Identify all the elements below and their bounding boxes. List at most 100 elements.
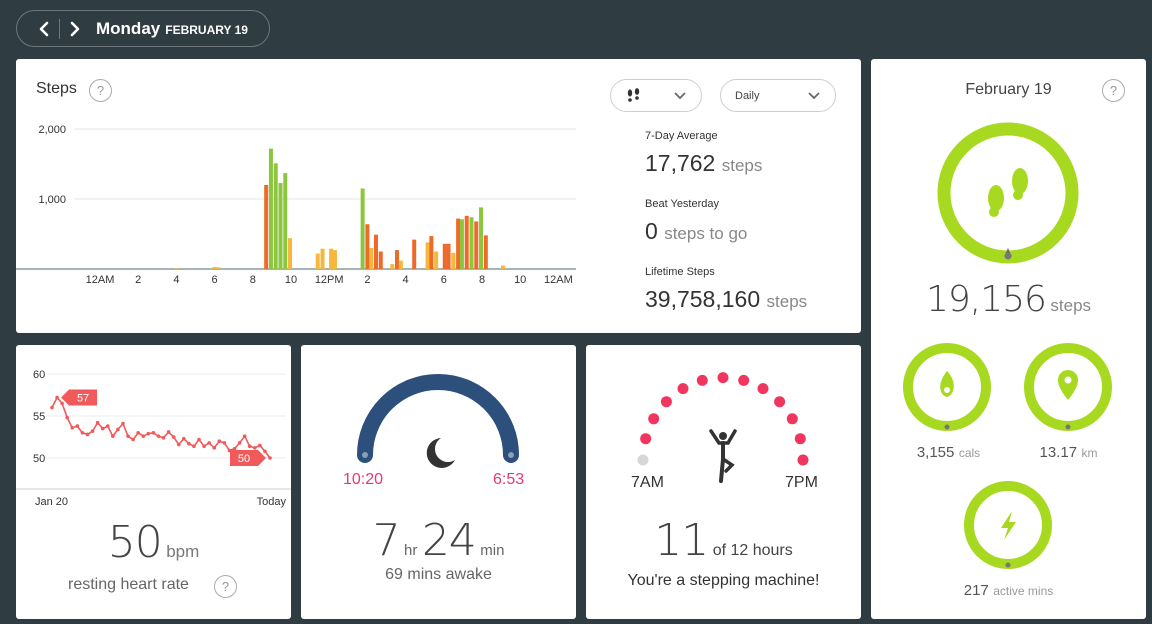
step-bar: [483, 235, 488, 269]
step-bar: [425, 242, 430, 269]
step-bar: [479, 207, 484, 269]
step-bar: [442, 243, 447, 269]
flame-icon: [940, 371, 954, 397]
heart-rate-point: [242, 434, 247, 438]
steps-help-icon[interactable]: ?: [89, 79, 112, 102]
calories-ring: [903, 343, 991, 431]
hourly-end-label: 7PM: [785, 474, 818, 491]
beat-yesterday-label: Beat Yesterday: [645, 198, 720, 210]
calories-value: 3,155: [916, 444, 955, 461]
heart-rate-point: [141, 434, 146, 438]
hourly-start-label: 7AM: [631, 474, 664, 491]
x-tick-label: 2: [364, 274, 370, 286]
bpm-number: 50: [107, 517, 163, 568]
x-tick-label: 12AM: [86, 274, 115, 286]
footsteps-icon: [988, 168, 1028, 217]
y-tick-label: 55: [33, 411, 45, 423]
steps-card: Steps ? Daily 1,000 2,000 12AM 2 4 6 8 10 12PM 2 4…: [16, 59, 861, 333]
hour-dot: [794, 433, 806, 445]
x-tick-label: 10: [285, 274, 297, 286]
life-number: 39,758,160: [645, 286, 761, 312]
hour-dot: [797, 454, 809, 466]
heart-rate-point: [197, 437, 201, 442]
hour-dot: [696, 374, 708, 386]
start-flag: [61, 389, 98, 406]
active-minutes-value: 217: [963, 582, 989, 599]
footsteps-icon: [627, 87, 640, 102]
step-bar: [268, 148, 273, 269]
heart-rate-point: [187, 441, 191, 446]
heart-rate-point: [100, 426, 105, 431]
lifetime-steps-label: Lifetime Steps: [645, 266, 715, 278]
step-bar: [395, 250, 400, 269]
today-active-minutes[interactable]: 217 active mins: [871, 582, 1146, 600]
heart-rate-value: 50 bpm: [16, 517, 291, 568]
activity-type-dropdown[interactable]: [610, 79, 702, 112]
beat-number: 0: [645, 218, 658, 244]
x-tick-label: 6: [212, 274, 218, 286]
end-flag: [230, 450, 266, 466]
today-steps[interactable]: 19,156 steps: [871, 279, 1146, 320]
distance-ring: [1024, 343, 1112, 431]
y-tick-label: 60: [33, 369, 45, 381]
nav-divider: [59, 18, 60, 39]
today-distance[interactable]: 13.17 km: [1031, 444, 1106, 462]
step-bar: [459, 219, 464, 269]
step-bar: [373, 234, 378, 269]
location-pin-icon: [1058, 370, 1078, 400]
y-tick-label: 1,000: [38, 194, 66, 206]
y-tick-label: 50: [33, 453, 45, 465]
hourly-count: 11 of 12 hours: [586, 515, 861, 566]
sleep-duration: 7 hr 24 min: [301, 515, 576, 566]
start-flag-label: 57: [77, 393, 89, 405]
moon-icon: [426, 438, 455, 468]
step-bar: [451, 252, 456, 269]
avg-number: 17,762: [645, 150, 716, 176]
sleep-hours-unit: hr: [404, 542, 418, 559]
step-bar: [429, 236, 434, 269]
step-bar: [434, 251, 439, 269]
heart-rate-point: [166, 430, 171, 434]
x-tick-label: 2: [135, 274, 141, 286]
heart-rate-point: [202, 444, 206, 449]
steps-ring: [937, 122, 1079, 264]
heart-rate-point: [95, 420, 100, 425]
chevron-down-icon: [808, 91, 820, 99]
beat-yesterday-value: 0 steps to go: [645, 218, 747, 245]
active-minutes-unit: active mins: [993, 584, 1054, 598]
sleep-mins: 24: [421, 515, 477, 566]
x-tick-label: 6: [441, 274, 447, 286]
heart-rate-point: [171, 435, 176, 439]
hourly-dots: [637, 372, 809, 483]
x-tick-label: 4: [403, 274, 409, 286]
hour-dot: [640, 433, 652, 445]
prev-day-button[interactable]: [29, 14, 59, 44]
beat-unit: steps to go: [664, 224, 748, 243]
today-help-icon[interactable]: ?: [1102, 79, 1125, 102]
heart-rate-point: [50, 405, 54, 410]
lifetime-steps-value: 39,758,160 steps: [645, 286, 807, 313]
today-calories[interactable]: 3,155 cals: [911, 444, 986, 462]
life-unit: steps: [766, 292, 808, 311]
y-tick-label: 2,000: [38, 124, 66, 136]
x-start-label: Jan 20: [35, 496, 68, 508]
heart-rate-point: [60, 401, 64, 406]
nav-day: Monday: [96, 18, 161, 38]
period-dropdown[interactable]: Daily: [720, 79, 836, 112]
step-bar: [390, 264, 395, 269]
sleep-card[interactable]: 10:20 6:53 7 hr 24 min 69 mins awake: [301, 345, 576, 619]
heart-help-icon[interactable]: ?: [214, 575, 237, 598]
hourly-activity-card[interactable]: 7AM 7PM 11 of 12 hours You're a stepping…: [586, 345, 861, 619]
heart-rate-chart: 60 55 50 Jan 20 Today 57 50: [16, 369, 291, 508]
sleep-awake-text: 69 mins awake: [385, 566, 492, 583]
step-bar: [288, 238, 293, 269]
heart-rate-point: [131, 437, 135, 442]
steps-card-title: Steps: [36, 80, 77, 97]
today-date: February 19: [965, 81, 1052, 98]
seven-day-average-label: 7-Day Average: [645, 130, 718, 142]
heart-rate-point: [258, 443, 262, 448]
heart-rate-card[interactable]: 60 55 50 Jan 20 Today 57 50 50 bpm resting hea…: [16, 345, 291, 619]
next-day-button[interactable]: [60, 14, 90, 44]
step-bar: [464, 215, 469, 269]
heart-rate-point: [151, 431, 156, 435]
